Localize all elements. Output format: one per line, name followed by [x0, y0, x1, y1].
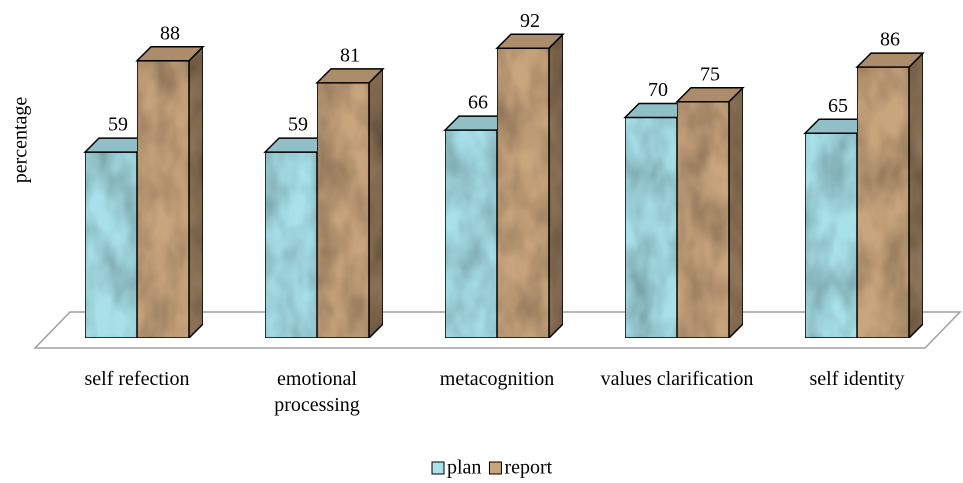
bar — [496, 47, 550, 339]
legend-swatch — [431, 461, 445, 475]
data-label: 59 — [288, 114, 308, 136]
bar — [264, 151, 318, 339]
bar-side — [728, 85, 744, 340]
bar — [804, 132, 858, 339]
bar-side — [908, 51, 924, 340]
bar-side — [188, 44, 204, 340]
bar — [136, 60, 190, 339]
x-tick-label: emotional processing — [274, 368, 360, 416]
bar — [856, 66, 910, 339]
x-tick-label: metacognition — [439, 368, 555, 390]
bar-side — [548, 32, 564, 340]
bar — [676, 101, 730, 339]
x-tick-label-box: values clarification — [600, 368, 754, 390]
data-label: 66 — [468, 92, 488, 114]
bar — [444, 129, 498, 339]
x-tick-label: self identity — [809, 368, 905, 390]
x-tick-label: values clarification — [600, 368, 754, 390]
data-label: 75 — [700, 63, 720, 85]
x-tick-label-box: self refection — [84, 368, 190, 390]
data-label: 70 — [648, 79, 668, 101]
bar-side — [368, 67, 384, 340]
bar — [624, 116, 678, 339]
data-label: 88 — [160, 22, 180, 44]
x-tick-label-box: metacognition — [439, 368, 555, 390]
x-tick-label: self refection — [84, 368, 190, 390]
bar — [84, 151, 138, 339]
x-tick-label-box: self identity — [809, 368, 905, 390]
legend-label: plan — [447, 457, 481, 479]
data-label: 81 — [340, 44, 360, 66]
data-label: 92 — [520, 10, 540, 32]
y-axis-label: percentage — [10, 97, 32, 184]
data-label: 59 — [108, 114, 128, 136]
legend-label: report — [504, 457, 552, 479]
data-label: 86 — [880, 29, 900, 51]
legend-swatch — [488, 461, 502, 475]
x-tick-label-box: emotional processing — [274, 368, 360, 416]
data-label: 65 — [828, 95, 848, 117]
bar — [316, 82, 370, 339]
